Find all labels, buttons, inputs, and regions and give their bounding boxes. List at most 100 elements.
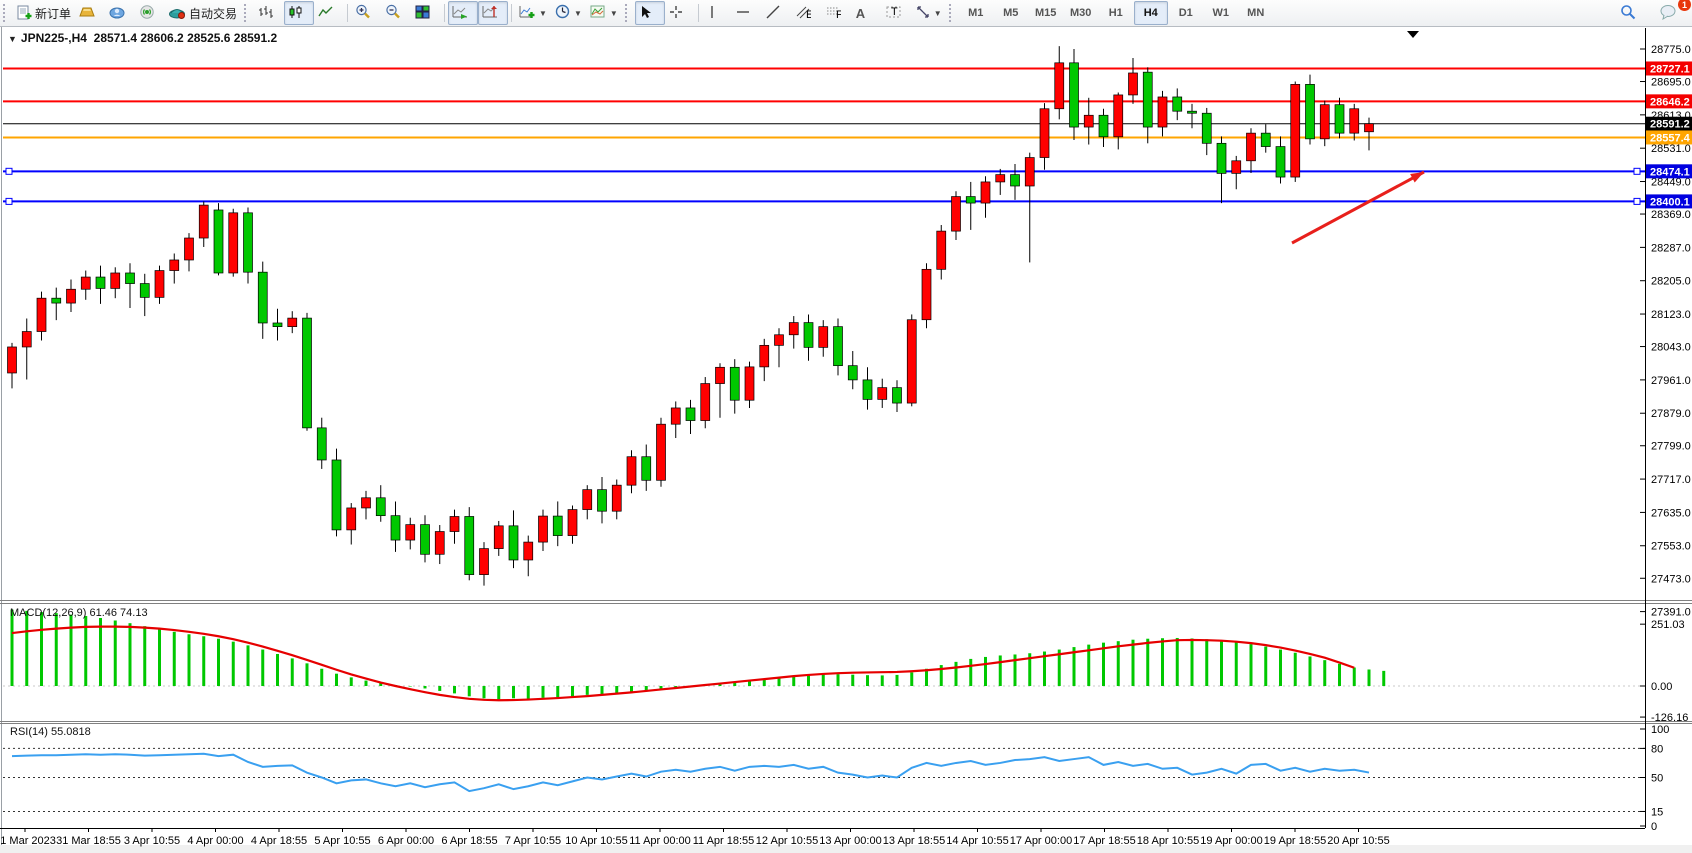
cursor-icon [639, 5, 652, 22]
line-handle[interactable] [5, 197, 13, 205]
line-handle[interactable] [1633, 197, 1641, 205]
collapse-arrow-icon[interactable]: ▼ [8, 34, 17, 44]
indicators-button[interactable]: ▼ [515, 1, 551, 25]
svg-text:28557.4: 28557.4 [1650, 132, 1691, 144]
toolbar-grip[interactable] [3, 4, 10, 22]
toolbar-grip[interactable] [948, 4, 956, 22]
vertical-line-tool-button[interactable] [702, 1, 732, 25]
candle-body [729, 366, 740, 401]
candle-body [21, 331, 32, 348]
candle-body [1246, 132, 1256, 162]
time-axis[interactable]: 31 Mar 2023 31 Mar 18:55 3 Apr 10:55 4 Apr … [0, 828, 1390, 847]
vertical-line-icon [706, 5, 718, 21]
candlestick-chart-button[interactable] [284, 1, 315, 25]
horizontal-line-tool-button[interactable] [732, 1, 762, 25]
svg-text:E: E [806, 9, 811, 19]
chart-background [0, 26, 1692, 853]
timeframe-button-M1[interactable]: M1 [968, 7, 984, 19]
timeframe-button-H1[interactable]: H1 [1108, 7, 1123, 19]
svg-text:11 Apr 00:00: 11 Apr 00:00 [629, 835, 691, 847]
candle-body [405, 524, 416, 541]
line-handle[interactable] [5, 167, 13, 175]
notifications-button[interactable]: 1 [1656, 0, 1691, 25]
svg-text:13 Apr 18:55: 13 Apr 18:55 [883, 835, 945, 847]
search-button[interactable] [1616, 1, 1646, 25]
svg-text:4 Apr 18:55: 4 Apr 18:55 [251, 835, 307, 847]
timeframe-button-M15[interactable]: M15 [1035, 7, 1057, 19]
cursor-tool-button[interactable] [634, 1, 665, 25]
svg-text:27553.0: 27553.0 [1651, 541, 1691, 553]
candle-body [611, 484, 622, 512]
candle-body [7, 346, 17, 374]
svg-text:28287.0: 28287.0 [1651, 242, 1691, 254]
zoom-in-icon [355, 4, 371, 22]
candle-body [361, 497, 371, 509]
timeframe-button-W1[interactable]: W1 [1212, 7, 1229, 19]
periods-button[interactable]: ▼ [551, 1, 586, 25]
toolbar-grip[interactable] [244, 4, 251, 22]
label-tool-button[interactable]: T [882, 1, 912, 25]
line-chart-button[interactable] [314, 1, 344, 25]
timeframe-button-M30[interactable]: M30 [1070, 7, 1092, 19]
candle-body [95, 276, 106, 289]
candle-body [700, 383, 711, 421]
candle-body [1069, 62, 1079, 128]
new-order-button[interactable]: 新订单 [13, 1, 75, 25]
deposit-button[interactable] [75, 1, 105, 25]
candle-body [1054, 62, 1065, 110]
trend-arrow[interactable] [1291, 170, 1425, 245]
candlestick-series[interactable] [7, 46, 1374, 586]
autotrade-button[interactable]: 自动交易 [165, 1, 241, 25]
search-icon [1620, 4, 1636, 23]
dropdown-caret-icon: ▼ [933, 8, 942, 18]
line-handle[interactable] [1633, 167, 1641, 175]
auto-scroll-button[interactable] [448, 1, 479, 25]
svg-text:20 Apr 10:55: 20 Apr 10:55 [1327, 835, 1389, 847]
text-tool-button[interactable]: A [852, 1, 882, 25]
tile-windows-icon [415, 5, 430, 22]
svg-text:19 Apr 00:00: 19 Apr 00:00 [1200, 835, 1262, 847]
autotrade-label: 自动交易 [189, 6, 238, 21]
crosshair-tool-button[interactable] [665, 1, 695, 25]
candle-body [936, 230, 947, 270]
svg-text:11 Apr 18:55: 11 Apr 18:55 [693, 835, 755, 847]
chart-shift-marker[interactable] [1407, 31, 1419, 38]
templates-button[interactable]: ▼ [586, 1, 622, 25]
zoom-out-button[interactable] [381, 1, 411, 25]
timeframe-button-MN[interactable]: MN [1247, 7, 1265, 19]
fibonacci-tool-button[interactable]: F [822, 1, 852, 25]
candle-body [198, 204, 209, 239]
zoom-in-button[interactable] [351, 1, 381, 25]
community-button[interactable] [105, 1, 135, 25]
candle-body [125, 272, 135, 284]
timeframe-button-D1[interactable]: D1 [1178, 7, 1193, 19]
candle-body [1216, 142, 1227, 174]
chart-window[interactable]: 28775.0 28695.0 28613.0 28531.0 28449.0 28369… [0, 26, 1692, 853]
candle-body [390, 515, 401, 541]
arrow-objects-icon [916, 5, 930, 22]
bar-chart-button[interactable] [254, 1, 284, 25]
channel-tool-button[interactable]: E [792, 1, 822, 25]
chart-canvas[interactable]: 28775.028695.028613.028531.028449.028369… [0, 26, 1692, 853]
dropdown-caret-icon: ▼ [609, 8, 618, 18]
timeframe-button-M5[interactable]: M5 [1003, 7, 1019, 19]
svg-text:28474.1: 28474.1 [1650, 166, 1690, 178]
candle-body [921, 268, 932, 321]
svg-text:19 Apr 18:55: 19 Apr 18:55 [1264, 835, 1326, 847]
price-axis[interactable]: 28775.028695.028613.028531.028449.028369… [1640, 44, 1691, 619]
candle-body [538, 515, 548, 543]
candle-body [552, 515, 563, 536]
candle-body [1334, 104, 1345, 134]
trendline-tool-button[interactable] [762, 1, 792, 25]
arrows-tool-button[interactable]: ▼ [912, 1, 946, 25]
svg-text:0.00: 0.00 [1651, 681, 1672, 693]
tile-windows-button[interactable] [411, 1, 441, 25]
fibonacci-icon: F [826, 5, 843, 21]
signals-button[interactable] [135, 1, 165, 25]
toolbar-grip[interactable] [624, 4, 632, 22]
chart-title: ▼ JPN225-,H4 28571.4 28606.2 28525.6 2859… [8, 31, 277, 45]
chart-shift-button[interactable] [478, 1, 509, 25]
timeframe-button-H4[interactable]: H4 [1133, 1, 1168, 25]
